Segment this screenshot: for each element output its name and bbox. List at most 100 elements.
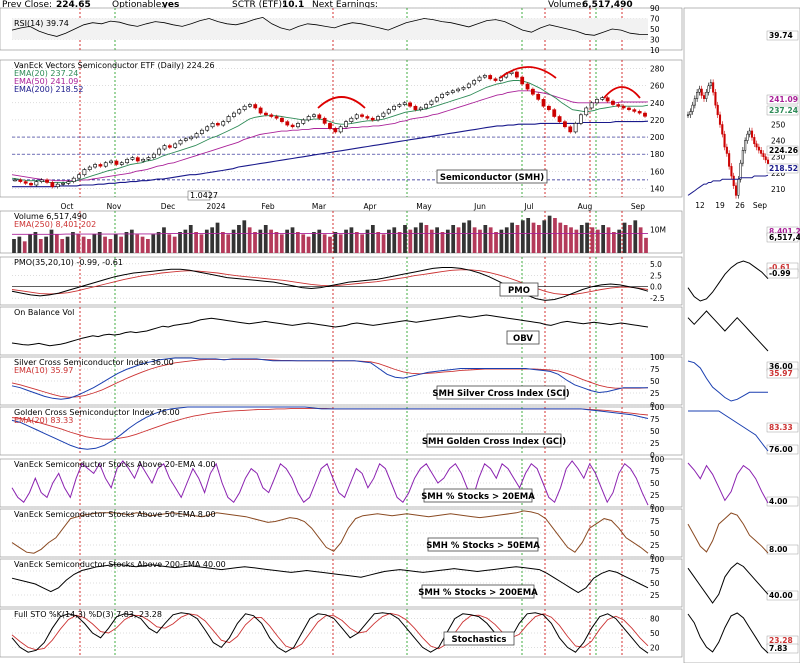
candle-body (450, 90, 455, 93)
panel-stoch: 80 50 20 Full STO %K(14,3) %D(3) 7.83, 23.2… (0, 608, 683, 658)
candle-body (296, 123, 300, 128)
volume-bar (231, 229, 236, 253)
x-tick-label: Mar (312, 202, 327, 211)
volume-bar (606, 227, 611, 253)
volume-bar (295, 232, 300, 253)
candle-body (119, 162, 124, 165)
volume-bar (547, 215, 552, 253)
candle-body (589, 102, 594, 109)
detail-candle (705, 91, 708, 99)
candle-body (82, 169, 87, 176)
value-tag-box (766, 422, 799, 433)
panel-title-box (426, 433, 562, 448)
detail-candle (698, 88, 701, 93)
value-tag: 83.33 (769, 423, 793, 432)
candle-body (39, 179, 44, 182)
volume-bar (429, 229, 434, 253)
candle-body (130, 157, 135, 160)
panel-title: SMH % Stocks > 200EMA (418, 588, 538, 598)
volume-bar (215, 222, 220, 253)
volume-bar (210, 227, 215, 253)
candle-body (328, 123, 332, 129)
panel-frame (0, 458, 683, 508)
candle-body (440, 93, 445, 98)
detail-y-tick: 240 (771, 137, 786, 146)
volume-bar (628, 225, 632, 253)
panel-sci: 100 75 50 25 0 Silver Cross Semiconductor Ind… (0, 353, 683, 410)
value-tag: 241.09 (769, 95, 798, 104)
ema200-line (12, 120, 649, 188)
panel-pct20: 100 75 50 25 0 VanEck Semiconductor Stocks Ab… (0, 455, 683, 512)
value-tag: 40.00 (769, 591, 793, 600)
detail-candle (741, 150, 744, 164)
value-tag: 218.52 (769, 164, 798, 173)
legend-entry: Golden Cross Semiconductor Index 76.00 (14, 408, 180, 417)
detail-candle (746, 133, 749, 141)
detail-candle (760, 150, 763, 154)
volume-bar (279, 234, 284, 253)
volume-bar (520, 220, 525, 253)
volume-bar (103, 236, 107, 253)
y-tick-label: 5.0 (650, 260, 662, 269)
volume-bar (499, 229, 504, 253)
y-tick-label: 140 (650, 184, 665, 193)
candle-body (205, 126, 210, 131)
value-tag: 4.00 (769, 497, 788, 506)
candle-body (344, 121, 348, 128)
candle-body (162, 145, 167, 150)
volume-bar (435, 227, 439, 253)
volume-bar (108, 239, 113, 253)
optionable-label: Optionable: (112, 0, 164, 10)
detail-candle (728, 153, 731, 167)
value-tag: 76.00 (769, 445, 793, 454)
candle-body (77, 174, 81, 179)
detail-stoch-line (687, 612, 769, 654)
sci-line (11, 357, 648, 400)
candle-body (413, 105, 418, 110)
volume-bar (253, 232, 257, 253)
candle-body (103, 162, 108, 167)
volume-bar (349, 227, 354, 253)
y-tick-label: 25 (650, 439, 660, 448)
x-tick-label: Oct (61, 202, 74, 211)
candle-body (461, 87, 466, 90)
detail-candle (721, 124, 724, 135)
value-tag-box (766, 94, 799, 105)
x-tick-label: Jun (473, 202, 486, 211)
candle-body (493, 78, 498, 81)
legend-entry: Full STO %K(14,3) %D(3) 7.83, 23.28 (14, 610, 162, 619)
candle-body (466, 83, 471, 88)
value-tag: -0.99 (769, 269, 791, 278)
y-tick-label: 50 (650, 25, 660, 34)
volume-bar (462, 222, 466, 253)
candle-body (365, 116, 370, 119)
pmo-line (11, 267, 649, 301)
candle-body (183, 138, 188, 141)
y-tick-label: 0 (650, 503, 655, 512)
candle-body (135, 157, 140, 162)
panel-frame (0, 306, 683, 356)
volume-bar (156, 232, 161, 253)
legend-entry: Silver Cross Semiconductor Index 36.00 (14, 358, 174, 367)
candle-body (23, 181, 28, 184)
value-tag: 36.00 (769, 362, 793, 371)
x-tick-label: Nov (107, 202, 122, 211)
volume-bar (622, 222, 627, 253)
sctr-value: 10.1 (282, 0, 304, 10)
y-tick-label: 80 (650, 615, 660, 624)
panel-pct50: 100 75 50 25 0 VanEck Semiconductor Stocks Ab… (0, 505, 683, 562)
value-tag-box (766, 643, 799, 654)
volume-bar (328, 236, 332, 253)
y-tick-label: 70 (650, 15, 660, 24)
volume-bar (638, 227, 643, 253)
legend-entry: VanEck Vectors Semiconductor ETF (Daily)… (14, 61, 215, 70)
candle-body (322, 117, 327, 124)
volume-bar (585, 222, 589, 253)
prev-close-label: Prev Close: (2, 0, 52, 10)
detail-candle (750, 130, 754, 138)
volume-bar (387, 229, 391, 253)
candle-body (141, 159, 146, 162)
sctr-label: SCTR (ETF): (232, 0, 285, 10)
ema20-line (11, 80, 649, 183)
